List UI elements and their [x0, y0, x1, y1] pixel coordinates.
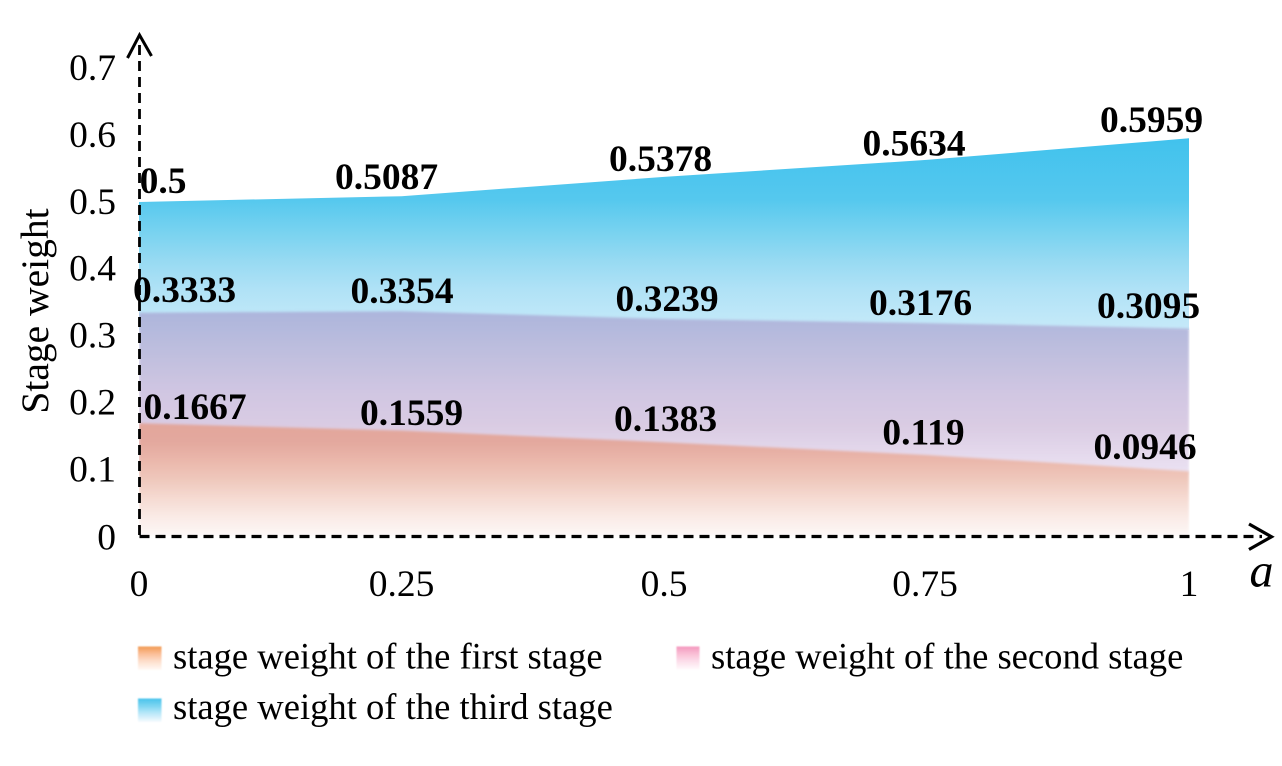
- svg-text:1: 1: [1180, 564, 1199, 605]
- svg-text:0.5378: 0.5378: [609, 139, 712, 180]
- svg-text:stage weight of the third stag: stage weight of the third stage: [173, 686, 613, 727]
- svg-text:0.3095: 0.3095: [1097, 286, 1200, 327]
- svg-text:0.3333: 0.3333: [133, 270, 236, 311]
- svg-text:Stage weight: Stage weight: [13, 208, 57, 413]
- svg-text:0.5: 0.5: [140, 161, 187, 202]
- svg-text:0.5: 0.5: [641, 564, 688, 605]
- svg-text:0.75: 0.75: [892, 564, 958, 605]
- svg-text:0.5634: 0.5634: [862, 124, 965, 165]
- svg-text:0.119: 0.119: [882, 413, 964, 454]
- svg-text:a: a: [1250, 545, 1274, 598]
- svg-text:0: 0: [130, 564, 149, 605]
- svg-text:0.3239: 0.3239: [615, 279, 718, 320]
- svg-text:0.1383: 0.1383: [614, 399, 717, 440]
- svg-text:0.7: 0.7: [69, 48, 116, 89]
- svg-text:0.5: 0.5: [69, 182, 116, 223]
- svg-text:0.5959: 0.5959: [1100, 100, 1203, 141]
- svg-text:0.25: 0.25: [369, 564, 435, 605]
- svg-text:0.4: 0.4: [69, 249, 116, 290]
- svg-text:0.2: 0.2: [69, 383, 116, 424]
- svg-text:0.3: 0.3: [69, 316, 116, 357]
- svg-text:0.1667: 0.1667: [143, 387, 246, 428]
- svg-text:0.1559: 0.1559: [360, 393, 463, 434]
- svg-text:stage weight of the first stag: stage weight of the first stage: [173, 636, 603, 677]
- svg-text:0.6: 0.6: [69, 115, 116, 156]
- svg-text:0.1: 0.1: [69, 449, 116, 490]
- svg-text:0.3176: 0.3176: [869, 283, 972, 324]
- svg-text:stage weight of the second sta: stage weight of the second stage: [711, 636, 1183, 677]
- svg-text:0.0946: 0.0946: [1093, 427, 1196, 468]
- svg-text:0.5087: 0.5087: [335, 157, 438, 198]
- svg-text:0: 0: [97, 517, 116, 558]
- svg-text:0.3354: 0.3354: [350, 271, 453, 312]
